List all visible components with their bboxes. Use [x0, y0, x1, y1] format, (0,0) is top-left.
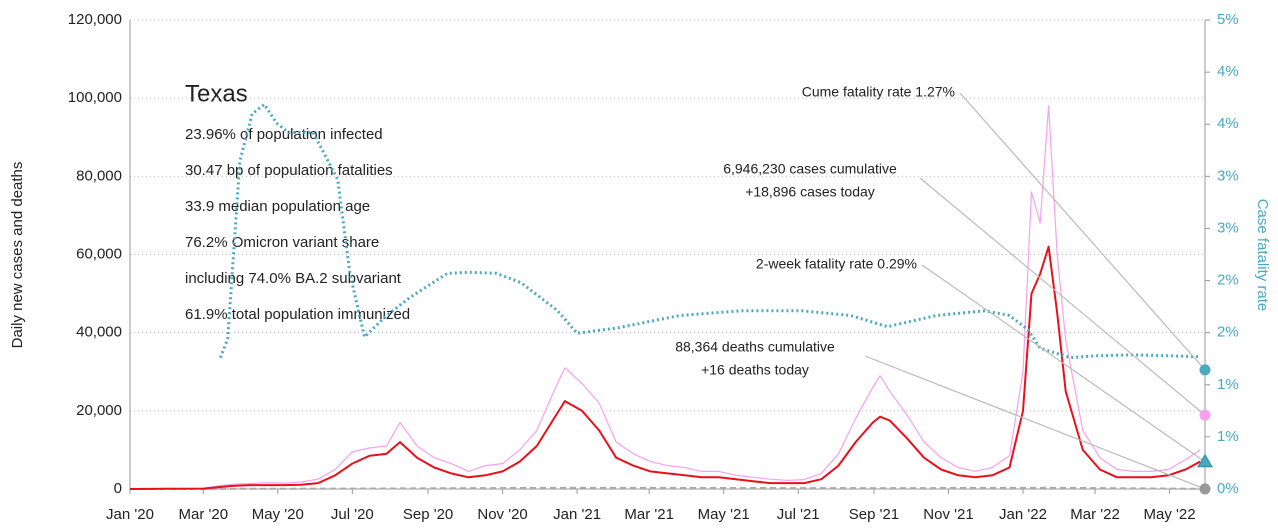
y-tick-label: 60,000 — [76, 245, 122, 262]
x-tick-label: Jul '20 — [331, 506, 374, 523]
y2-tick-label: 4% — [1217, 115, 1239, 132]
y2-tick-label: 2% — [1217, 272, 1239, 289]
y2-tick-label: 1% — [1217, 376, 1239, 393]
y2-axis-title: Case fatality rate — [1254, 199, 1271, 312]
series-line — [129, 105, 1201, 490]
leader-line — [919, 177, 1206, 416]
annotation-marker — [1199, 409, 1211, 421]
x-tick-label: Jan '21 — [553, 506, 601, 523]
y-tick-label: 100,000 — [68, 89, 122, 106]
annotation-text: 2-week fatality rate 0.29% — [756, 256, 917, 272]
series-line — [129, 245, 1201, 490]
info-title: Texas — [185, 80, 248, 107]
annotation-marker — [1199, 483, 1211, 495]
y2-tick-label: 1% — [1217, 428, 1239, 445]
info-line: 61.9% total population immunized — [185, 306, 410, 323]
x-tick-label: May '20 — [252, 506, 304, 523]
y-tick-label: 120,000 — [68, 11, 122, 28]
x-tick-label: Sep '21 — [849, 506, 899, 523]
y-tick-label: 0 — [114, 480, 122, 497]
annotation-text: Cume fatality rate 1.27% — [802, 84, 955, 100]
annotation-marker — [1199, 364, 1211, 376]
series-line — [219, 102, 1201, 360]
series-line — [129, 486, 1201, 490]
x-tick-label: May '22 — [1144, 506, 1196, 523]
info-line: including 74.0% BA.2 subvariant — [185, 270, 402, 287]
leader-line — [959, 92, 1206, 371]
info-line: 30.47 bp of population fatalities — [185, 162, 393, 179]
y-tick-label: 20,000 — [76, 402, 122, 419]
y-tick-label: 80,000 — [76, 167, 122, 184]
x-tick-label: Mar '20 — [179, 506, 229, 523]
x-tick-label: Nov '20 — [477, 506, 527, 523]
y2-tick-label: 3% — [1217, 219, 1239, 236]
info-line: 76.2% Omicron variant share — [185, 234, 379, 251]
y2-tick-label: 3% — [1217, 167, 1239, 184]
x-tick-label: Jul '21 — [777, 506, 820, 523]
x-tick-label: Nov '21 — [923, 506, 973, 523]
x-tick-label: Mar '21 — [624, 506, 674, 523]
info-line: 33.9 median population age — [185, 198, 370, 215]
y-tick-label: 40,000 — [76, 324, 122, 341]
annotation-marker — [1197, 453, 1213, 468]
annotation-text: 88,364 deaths cumulative — [675, 339, 835, 355]
leader-line — [921, 264, 1206, 463]
x-tick-label: Jan '22 — [999, 506, 1047, 523]
y2-tick-label: 2% — [1217, 324, 1239, 341]
x-tick-label: May '21 — [698, 506, 750, 523]
annotation-text: +16 deaths today — [701, 362, 809, 378]
annotation-text: +18,896 cases today — [745, 184, 875, 200]
x-tick-label: Mar '22 — [1070, 506, 1120, 523]
y2-tick-label: 0% — [1217, 480, 1239, 497]
y2-tick-label: 5% — [1217, 11, 1239, 28]
x-tick-label: Jan '20 — [106, 506, 154, 523]
y-axis-title: Daily new cases and deaths — [9, 162, 26, 349]
annotation-text: 6,946,230 cases cumulative — [723, 161, 897, 177]
leader-line — [864, 355, 1206, 490]
y2-tick-label: 4% — [1217, 63, 1239, 80]
x-tick-label: Sep '20 — [403, 506, 453, 523]
info-line: 23.96% of population infected — [185, 126, 383, 143]
